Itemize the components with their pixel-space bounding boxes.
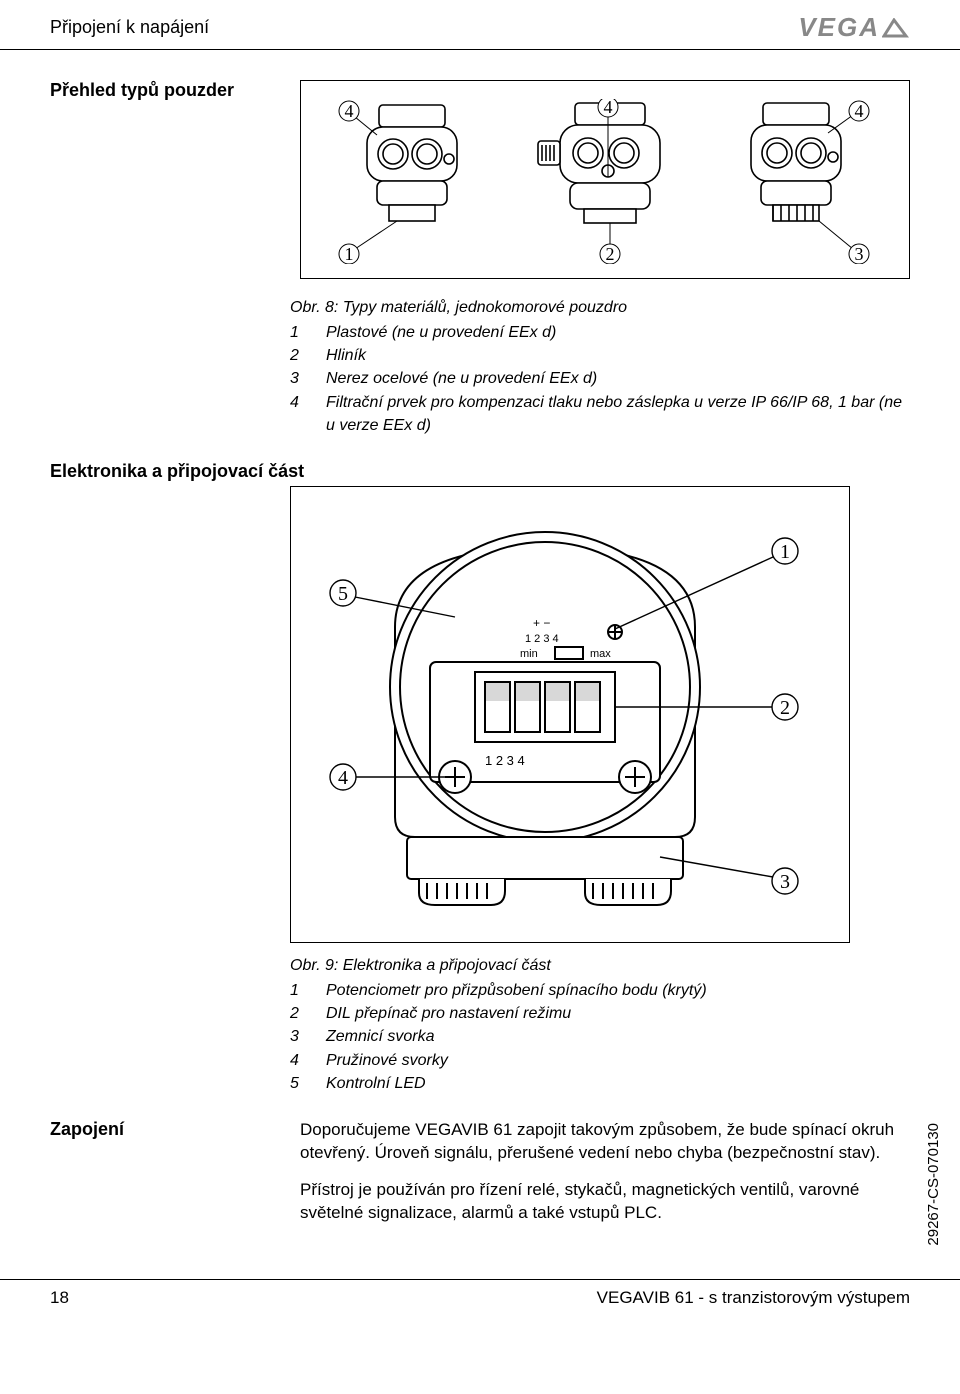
zapojeni-section: Zapojení Doporučujeme VEGAVIB 61 zapojit…: [50, 1119, 910, 1239]
svg-text:min: min: [520, 648, 538, 660]
figure-9-box: + − 1 2 3 4 min max 1 2 3 4: [290, 486, 850, 943]
caption-num: 2: [290, 1002, 306, 1025]
side-code: 29267-CS-070130: [925, 1123, 942, 1246]
section1-label: Přehled typů pouzder: [50, 80, 280, 101]
caption-num: 4: [290, 391, 306, 437]
svg-text:2: 2: [780, 697, 790, 719]
header-title: Připojení k napájení: [50, 17, 209, 38]
caption-text: Nerez ocelové (ne u provedení EEx d): [326, 367, 597, 390]
housing-1: 4 1: [337, 99, 487, 264]
zapojeni-p1: Doporučujeme VEGAVIB 61 zapojit takovým …: [300, 1119, 910, 1165]
caption-item: 3 Zemnicí svorka: [290, 1025, 910, 1048]
caption-text: Kontrolní LED: [326, 1072, 426, 1095]
svg-text:1 2 3 4: 1 2 3 4: [485, 753, 525, 768]
section-housings: Přehled typů pouzder: [50, 80, 910, 279]
logo: VEGA: [798, 12, 910, 43]
figure-9-wrap: + − 1 2 3 4 min max 1 2 3 4: [290, 486, 910, 943]
figure-8-box: 4 1: [300, 80, 910, 279]
caption-text: Pružinové svorky: [326, 1049, 448, 1072]
caption-num: 1: [290, 979, 306, 1002]
svg-text:4: 4: [603, 99, 612, 117]
caption-num: 3: [290, 367, 306, 390]
svg-text:+ −: + −: [533, 616, 550, 630]
caption-item: 4 Filtrační prvek pro kompenzaci tlaku ne…: [290, 391, 910, 437]
caption-text: Hliník: [326, 344, 366, 367]
page-footer: 18 VEGAVIB 61 - s tranzistorovým výstupe…: [0, 1279, 960, 1326]
caption-text: Plastové (ne u provedení EEx d): [326, 321, 556, 344]
section2-label: Elektronika a připojovací část: [50, 461, 910, 482]
caption-num: 5: [290, 1072, 306, 1095]
caption-text: DIL přepínač pro nastavení režimu: [326, 1002, 571, 1025]
caption-item: 3 Nerez ocelové (ne u provedení EEx d): [290, 367, 910, 390]
svg-text:1 2 3 4: 1 2 3 4: [525, 633, 559, 645]
content: Přehled typů pouzder: [0, 50, 960, 1249]
zapojeni-label: Zapojení: [50, 1119, 280, 1239]
caption-item: 2 Hliník: [290, 344, 910, 367]
svg-text:2: 2: [605, 244, 614, 264]
fig9-list: 1 Potenciometr pro přizpůsobení spínacího…: [290, 979, 910, 1095]
caption-item: 5 Kontrolní LED: [290, 1072, 910, 1095]
fig8-list: 1Plastové (ne u provedení EEx d)2Hliník3…: [290, 321, 910, 437]
caption-num: 3: [290, 1025, 306, 1048]
fig8-title: Obr. 8: Typy materiálů, jednokomorové po…: [290, 299, 910, 317]
svg-text:5: 5: [338, 583, 348, 605]
caption-text: Filtrační prvek pro kompenzaci tlaku neb…: [326, 391, 910, 437]
caption-text: Zemnicí svorka: [326, 1025, 434, 1048]
svg-text:max: max: [590, 648, 611, 660]
logo-icon: [882, 18, 910, 38]
page-number: 18: [50, 1288, 69, 1308]
page-header: Připojení k napájení VEGA: [0, 0, 960, 50]
svg-text:4: 4: [854, 101, 863, 121]
svg-text:4: 4: [338, 767, 348, 789]
housing-3: 4 3: [723, 99, 873, 264]
zapojeni-p2: Přístroj je používán pro řízení relé, st…: [300, 1179, 910, 1225]
logo-text: VEGA: [798, 12, 880, 43]
caption-item: 4 Pružinové svorky: [290, 1049, 910, 1072]
housing-2: 4 2: [520, 99, 690, 264]
svg-text:3: 3: [780, 871, 790, 893]
callout-4a: 4: [345, 101, 354, 121]
doc-title: VEGAVIB 61 - s tranzistorovým výstupem: [597, 1288, 910, 1308]
caption-item: 1 Potenciometr pro přizpůsobení spínacího…: [290, 979, 910, 1002]
caption-num: 4: [290, 1049, 306, 1072]
figure9-caption: Obr. 9: Elektronika a připojovací část 1…: [50, 957, 910, 1095]
caption-text: Potenciometr pro přizpůsobení spínacího …: [326, 979, 707, 1002]
svg-text:3: 3: [854, 244, 863, 264]
fig9-title: Obr. 9: Elektronika a připojovací část: [290, 957, 910, 975]
callout-1: 1: [345, 244, 354, 264]
caption-item: 2 DIL přepínač pro nastavení režimu: [290, 1002, 910, 1025]
caption-num: 1: [290, 321, 306, 344]
caption-num: 2: [290, 344, 306, 367]
svg-text:1: 1: [780, 541, 790, 563]
figure8-caption: Obr. 8: Typy materiálů, jednokomorové po…: [50, 299, 910, 437]
caption-item: 1 Plastové (ne u provedení EEx d): [290, 321, 910, 344]
